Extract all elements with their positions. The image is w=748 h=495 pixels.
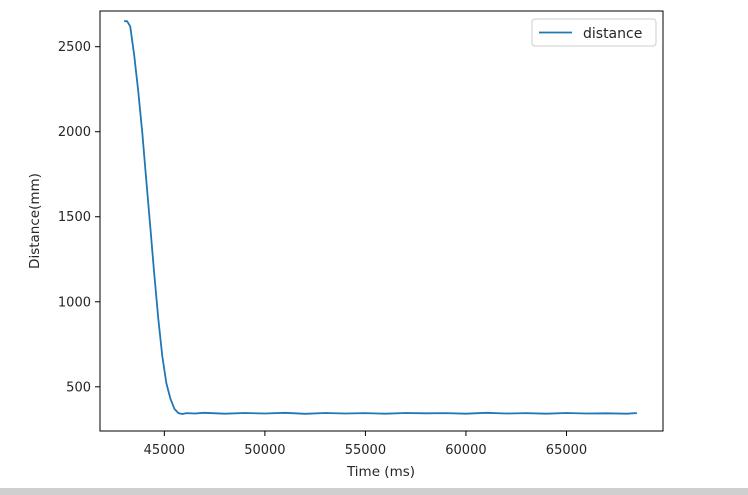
y-tick-label: 500 [66, 380, 91, 395]
x-axis-label: Time (ms) [346, 464, 415, 480]
y-tick-label: 2500 [58, 40, 91, 55]
bottom-scrollbar-track [0, 488, 748, 495]
legend-label-distance: distance [583, 26, 642, 42]
x-tick-label: 60000 [445, 443, 486, 458]
x-tick-label: 65000 [546, 443, 587, 458]
x-axis-ticks: 45000 50000 55000 60000 65000 [144, 431, 587, 458]
distance-series-line [124, 20, 637, 415]
x-tick-label: 45000 [144, 443, 185, 458]
plot-area-frame [99, 10, 664, 432]
y-tick-label: 1000 [58, 295, 91, 310]
legend-box [531, 18, 657, 47]
x-tick-label: 50000 [244, 443, 285, 458]
y-tick-label: 1500 [58, 210, 91, 225]
y-tick-label: 2000 [58, 125, 91, 140]
y-axis-label: Distance(mm) [27, 173, 43, 269]
legend: distance [531, 18, 657, 47]
x-tick-label: 55000 [345, 443, 386, 458]
y-axis-ticks: 500 1000 1500 2000 2500 [58, 40, 100, 395]
